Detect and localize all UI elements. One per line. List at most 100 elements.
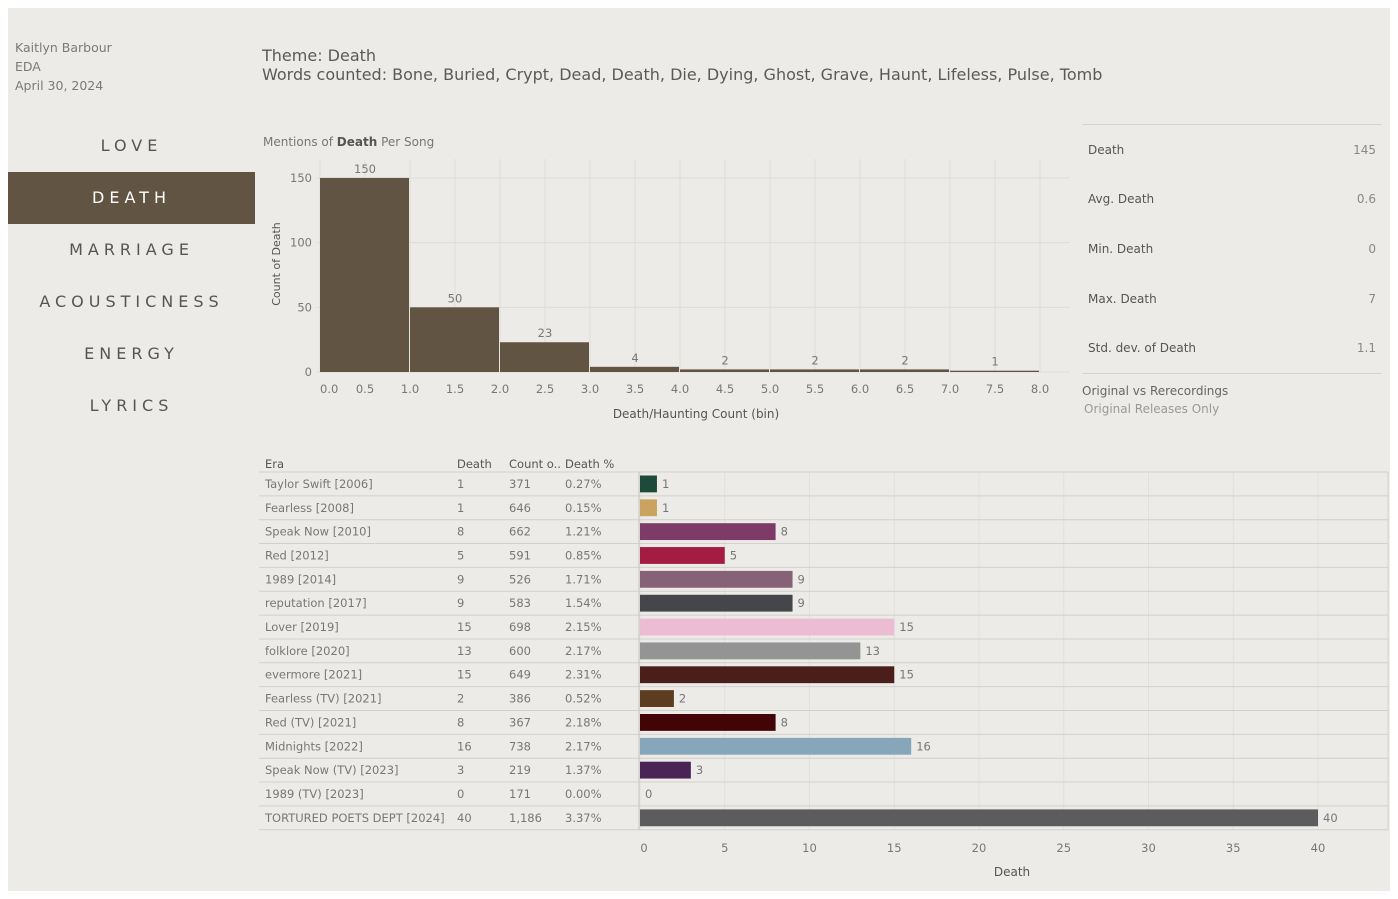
filter-title: Original vs Rerecordings (1082, 384, 1229, 398)
table-row[interactable]: reputation [2017] 9 583 1.54% 9 (265, 594, 805, 612)
count-cell: 1,186 (509, 811, 542, 825)
bars-x-tick: 15 (887, 841, 902, 855)
words-counted-line: Words counted: Bone, Buried, Crypt, Dead… (262, 65, 1103, 84)
era-bar[interactable] (640, 642, 861, 660)
death-cell: 15 (457, 668, 472, 682)
header-era[interactable]: Era (265, 457, 284, 471)
death-cell: 3 (457, 763, 464, 777)
death-cell: 2 (457, 692, 464, 706)
bars-x-tick: 20 (972, 841, 987, 855)
stat-row: Max. Death 7 (1082, 274, 1382, 324)
histogram-bar[interactable] (770, 369, 859, 372)
header-death-pct[interactable]: Death % (565, 457, 614, 471)
era-bar[interactable] (640, 690, 674, 707)
table-row[interactable]: Midnights [2022] 16 738 2.17% 16 (265, 737, 931, 755)
era-bar-label: 9 (798, 572, 805, 586)
count-cell: 591 (509, 548, 531, 562)
death-pct-cell: 1.21% (565, 525, 602, 539)
histogram-data-label: 23 (538, 326, 553, 340)
histogram-x-tick: 5.0 (761, 382, 779, 396)
histogram-data-label: 150 (354, 162, 376, 176)
histogram-bar[interactable] (590, 366, 679, 372)
era-bar-label: 40 (1323, 811, 1338, 825)
bars-x-axis-label: Death (994, 865, 1030, 879)
era-bar-label: 9 (798, 596, 805, 610)
era-bar-label: 0 (645, 787, 652, 801)
table-row[interactable]: 1989 (TV) [2023] 0 171 0.00% 0 (265, 787, 652, 801)
header-death[interactable]: Death (457, 457, 492, 471)
histogram-data-label: 50 (448, 291, 463, 305)
era-bar-label: 3 (696, 763, 703, 777)
nav-item-love[interactable]: LOVE (100, 136, 163, 155)
histogram-bar[interactable] (410, 307, 499, 372)
histogram-bar[interactable] (860, 369, 949, 372)
era-bar[interactable] (640, 761, 691, 779)
histogram-x-tick: 2.5 (536, 382, 554, 396)
count-cell: 219 (509, 763, 531, 777)
table-row[interactable]: Lover [2019] 15 698 2.15% 15 (265, 618, 914, 636)
death-cell: 5 (457, 548, 464, 562)
table-row[interactable]: evermore [2021] 15 649 2.31% 15 (265, 666, 914, 684)
table-row[interactable]: Fearless (TV) [2021] 2 386 0.52% 2 (265, 690, 686, 707)
era-bar[interactable] (640, 594, 793, 612)
table-row[interactable]: TORTURED POETS DEPT [2024] 40 1,186 3.37% 40 (264, 809, 1338, 827)
histogram-x-tick: 5.5 (806, 382, 824, 396)
era-bar-label: 15 (899, 668, 914, 682)
histogram-y-tick: 50 (297, 300, 312, 314)
filter-value[interactable]: Original Releases Only (1084, 402, 1220, 416)
histogram-x-tick: 1.0 (401, 382, 419, 396)
table-row[interactable]: folklore [2020] 13 600 2.17% 13 (265, 642, 880, 660)
era-bar[interactable] (640, 499, 657, 517)
table-row[interactable]: Fearless [2008] 1 646 0.15% 1 (265, 499, 669, 517)
nav-item-marriage[interactable]: MARRIAGE (69, 240, 194, 259)
bars-x-tick: 40 (1311, 841, 1326, 855)
era-bar-label: 1 (662, 501, 669, 515)
histogram-x-axis-label: Death/Haunting Count (bin) (613, 407, 779, 421)
histogram-x-tick: 7.5 (986, 382, 1004, 396)
bars-x-tick: 10 (802, 841, 817, 855)
death-pct-cell: 2.17% (565, 644, 602, 658)
era-bar[interactable] (640, 666, 895, 684)
stat-label: Std. dev. of Death (1088, 341, 1197, 356)
table-row[interactable]: Red [2012] 5 591 0.85% 5 (265, 547, 737, 564)
era-bar[interactable] (640, 547, 725, 564)
era-bar-label: 8 (781, 525, 788, 539)
histogram-y-tick: 150 (290, 171, 312, 185)
nav-item-acousticness[interactable]: ACOUSTICNESS (39, 292, 224, 311)
table-row[interactable]: Taylor Swift [2006] 1 371 0.27% 1 (264, 475, 669, 493)
stat-label: Death (1088, 142, 1125, 157)
count-cell: 386 (509, 692, 531, 706)
table-row[interactable]: Speak Now [2010] 8 662 1.21% 8 (265, 523, 788, 541)
era-bar-label: 8 (781, 715, 788, 729)
era-cell: Lover [2019] (265, 620, 339, 634)
histogram-bar[interactable] (680, 369, 769, 372)
table-row[interactable]: Red (TV) [2021] 8 367 2.18% 8 (265, 714, 788, 731)
histogram-bar[interactable] (320, 177, 409, 372)
histogram-bar[interactable] (950, 370, 1039, 372)
table-row[interactable]: Speak Now (TV) [2023] 3 219 1.37% 3 (265, 761, 703, 779)
era-bar[interactable] (640, 737, 912, 755)
era-table-chart: Era Death Count o.. Death % Taylor Swift… (259, 457, 1389, 879)
count-cell: 583 (509, 596, 531, 610)
histogram-x-tick: 8.0 (1031, 382, 1049, 396)
era-bar-label: 1 (662, 477, 669, 491)
era-bar[interactable] (640, 809, 1318, 827)
era-bar[interactable] (640, 475, 657, 493)
era-bar[interactable] (640, 523, 776, 541)
death-pct-cell: 1.71% (565, 572, 602, 586)
era-bar[interactable] (640, 714, 776, 731)
table-row[interactable]: 1989 [2014] 9 526 1.71% 9 (265, 570, 805, 588)
stat-value: 1.1 (1356, 341, 1376, 356)
era-bar[interactable] (640, 570, 793, 588)
author-date: April 30, 2024 (15, 78, 104, 93)
stat-value: 7 (1368, 291, 1376, 306)
death-cell: 40 (457, 811, 472, 825)
nav-item-death[interactable]: DEATH (8, 172, 255, 224)
histogram-bar[interactable] (500, 342, 589, 372)
bars-x-tick: 30 (1141, 841, 1156, 855)
count-cell: 698 (509, 620, 531, 634)
era-bar[interactable] (640, 618, 895, 636)
nav-item-energy[interactable]: ENERGY (84, 344, 179, 363)
header-count[interactable]: Count o.. (509, 457, 561, 471)
nav-item-lyrics[interactable]: LYRICS (89, 396, 174, 415)
